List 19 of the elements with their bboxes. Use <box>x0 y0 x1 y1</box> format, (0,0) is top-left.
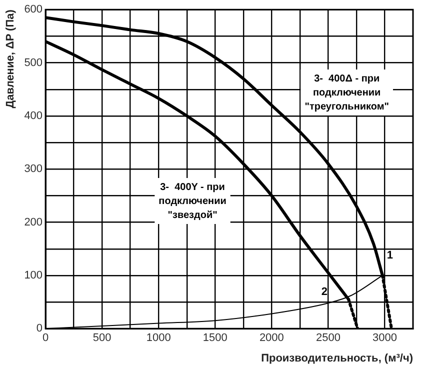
annotation: 3- 400Y - при подключении "звездой" <box>158 182 226 221</box>
y-tick-label: 400 <box>24 110 43 122</box>
x-axis-title: Производительность, (м³/ч) <box>261 352 414 364</box>
series-label: 2 <box>321 286 328 298</box>
x-tick-label: 2500 <box>316 332 340 344</box>
x-tick-label: 1000 <box>146 332 171 344</box>
y-tick-label: 600 <box>24 4 43 16</box>
y-tick-label: 100 <box>24 269 43 282</box>
annotation: 3- 400Δ - при подключении "треугольником" <box>304 73 390 112</box>
y-tick-label: 500 <box>24 56 43 69</box>
series-label: 1 <box>386 250 394 262</box>
y-tick-label: 300 <box>24 163 43 176</box>
x-tick-label: 3000 <box>372 332 397 344</box>
x-tick-label: 500 <box>92 332 112 344</box>
x-tick-label: 1500 <box>202 332 228 344</box>
y-axis-title: Давление, ΔP (Па) <box>4 9 17 108</box>
x-tick-label: 2000 <box>259 332 284 344</box>
y-tick-label: 200 <box>24 216 43 228</box>
y-tick-label: 0 <box>36 322 43 335</box>
